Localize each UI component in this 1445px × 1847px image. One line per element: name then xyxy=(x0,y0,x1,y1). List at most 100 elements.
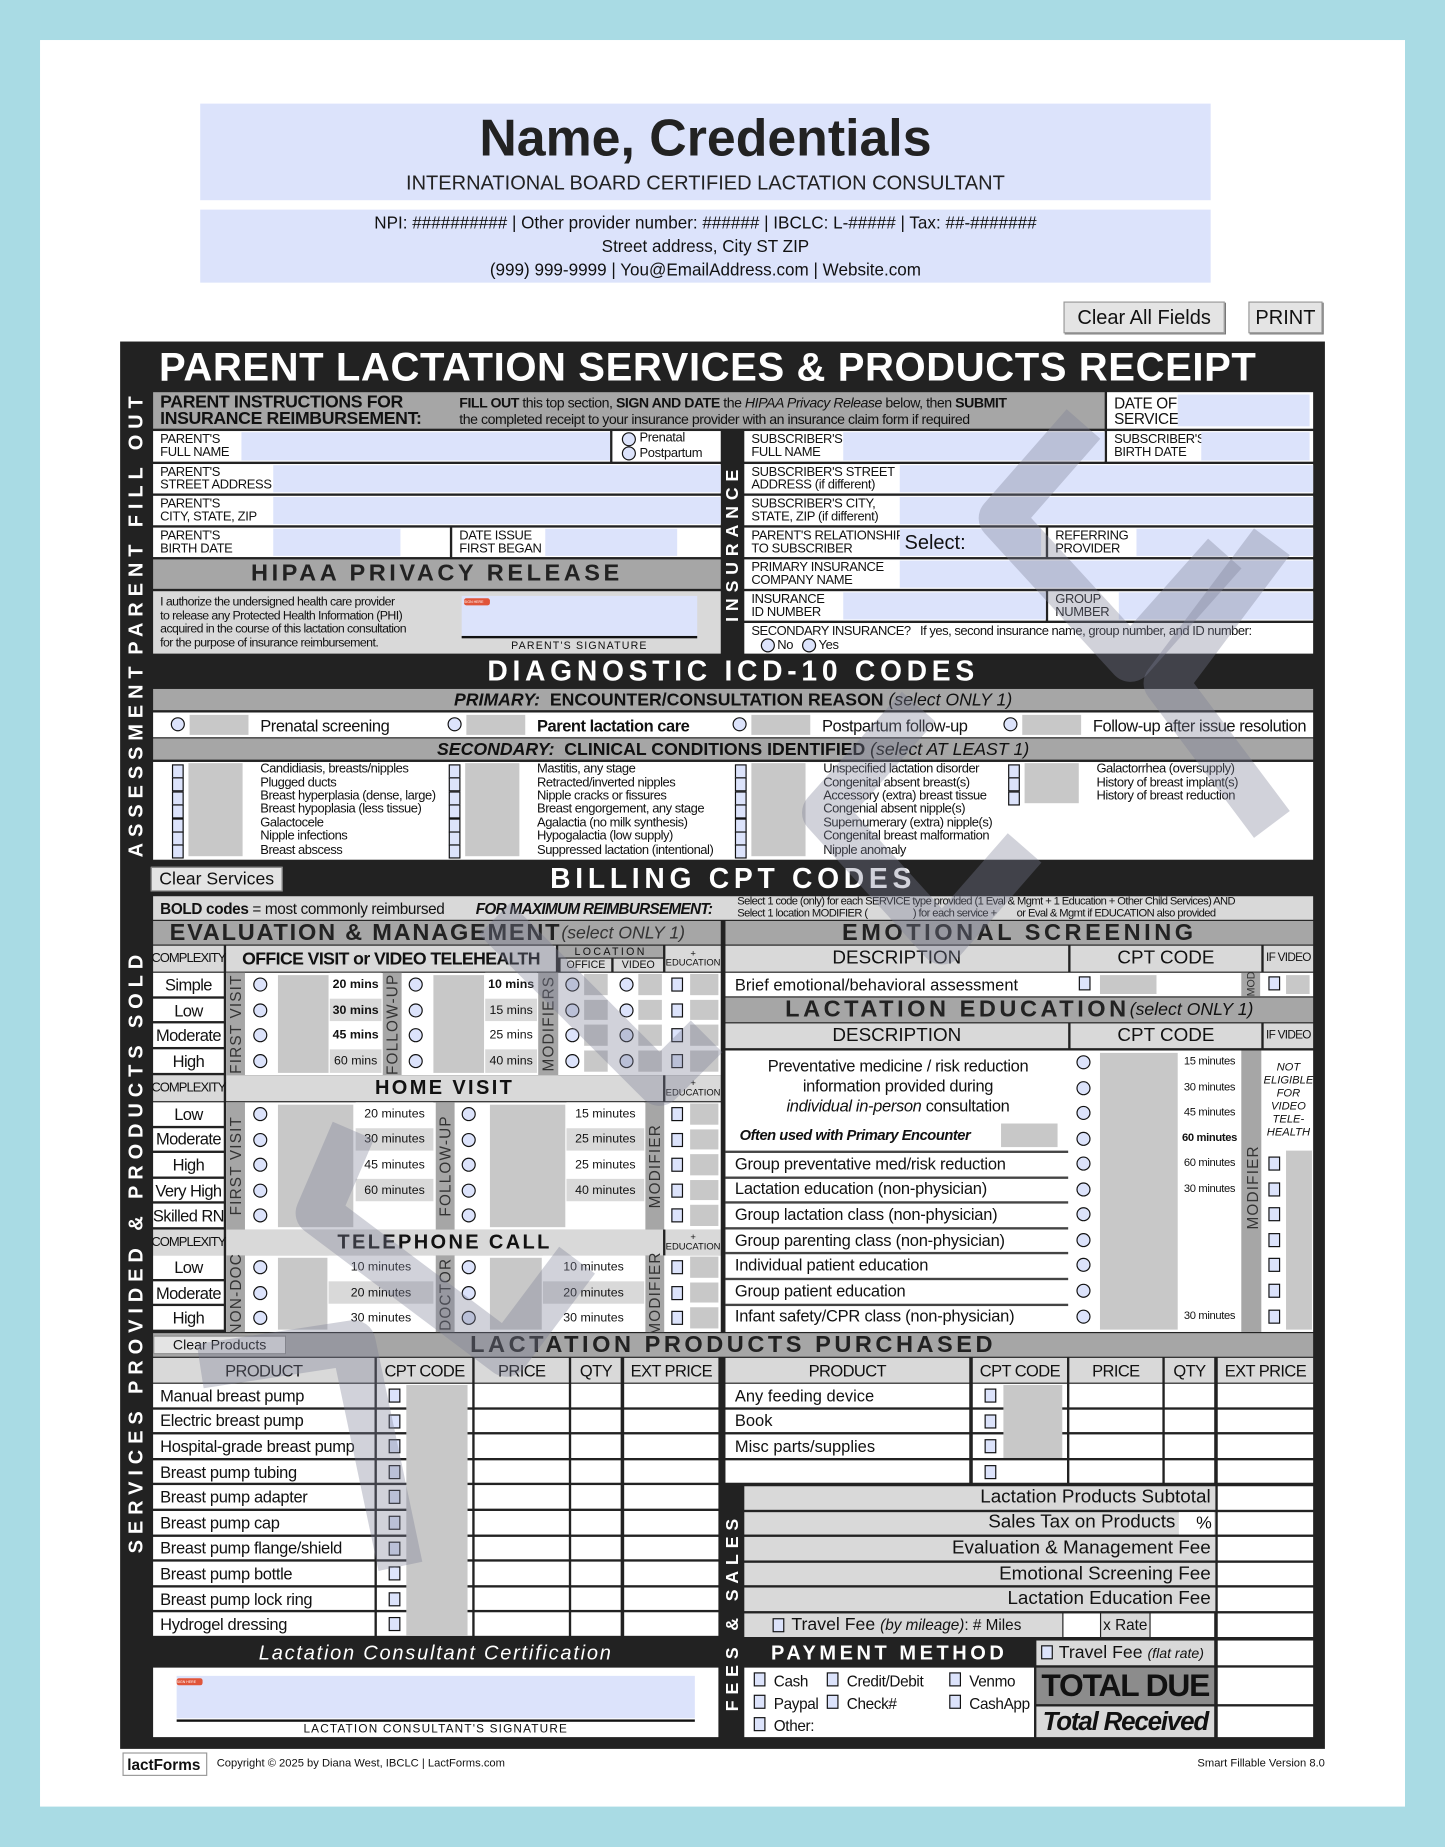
product-value-cell[interactable] xyxy=(1164,1434,1215,1458)
first-visit-radio[interactable] xyxy=(253,1003,268,1018)
condition-checkbox[interactable] xyxy=(734,777,747,792)
office-modifier-radio[interactable] xyxy=(565,1028,580,1043)
condition-checkbox[interactable] xyxy=(171,764,184,779)
follow-up-radio[interactable] xyxy=(408,1003,423,1018)
first-visit-radio[interactable] xyxy=(253,1208,268,1223)
follow-up-radio[interactable] xyxy=(461,1208,476,1223)
product-value-cell[interactable] xyxy=(624,1409,719,1433)
product-checkbox[interactable] xyxy=(388,1439,401,1454)
emotional-video-checkbox[interactable] xyxy=(1268,976,1281,991)
payment-checkbox[interactable] xyxy=(949,1672,962,1687)
condition-checkbox[interactable] xyxy=(171,804,184,819)
miles-field[interactable] xyxy=(1063,1613,1100,1637)
product-value-cell[interactable] xyxy=(624,1587,719,1611)
product-value-cell[interactable] xyxy=(474,1612,569,1636)
travel-flat-value[interactable] xyxy=(1217,1640,1314,1666)
group-number-field[interactable] xyxy=(1118,592,1314,620)
payment-checkbox[interactable] xyxy=(753,1694,766,1709)
product-checkbox[interactable] xyxy=(388,1566,401,1581)
condition-checkbox[interactable] xyxy=(171,818,184,833)
product-value-cell[interactable] xyxy=(624,1383,719,1407)
product-value-cell[interactable] xyxy=(571,1460,621,1484)
relationship-select[interactable] xyxy=(899,528,1042,556)
product-value-cell[interactable] xyxy=(474,1510,569,1535)
education-checkbox[interactable] xyxy=(671,1028,684,1043)
condition-checkbox[interactable] xyxy=(448,844,461,860)
condition-checkbox[interactable] xyxy=(448,818,461,833)
office-modifier-radio[interactable] xyxy=(565,1054,580,1069)
video-modifier-radio[interactable] xyxy=(619,1003,634,1018)
product-value-cell[interactable] xyxy=(571,1561,621,1585)
first-visit-radio[interactable] xyxy=(253,1260,268,1275)
product-value-cell[interactable] xyxy=(571,1434,621,1458)
education-video-checkbox[interactable] xyxy=(1268,1156,1281,1171)
product-value-cell[interactable] xyxy=(571,1383,621,1407)
product-checkbox[interactable] xyxy=(388,1413,401,1429)
subscriber-name-field[interactable] xyxy=(843,432,1105,461)
education-radio[interactable] xyxy=(1076,1309,1091,1324)
condition-checkbox[interactable] xyxy=(448,777,461,792)
condition-checkbox[interactable] xyxy=(1008,777,1020,792)
education-radio[interactable] xyxy=(1076,1232,1091,1247)
product-checkbox[interactable] xyxy=(388,1464,401,1479)
travel-fee-value[interactable] xyxy=(1217,1613,1314,1637)
clear-services-button[interactable]: Clear Services xyxy=(150,866,283,892)
condition-checkbox[interactable] xyxy=(734,818,747,833)
condition-checkbox[interactable] xyxy=(448,791,461,806)
condition-checkbox[interactable] xyxy=(734,831,747,846)
condition-checkbox[interactable] xyxy=(734,804,747,819)
product-value-cell[interactable] xyxy=(474,1587,569,1611)
parent-birth-date-field[interactable] xyxy=(273,528,401,556)
follow-up-radio[interactable] xyxy=(461,1260,476,1275)
first-visit-radio[interactable] xyxy=(253,1132,268,1147)
rate-field[interactable] xyxy=(1150,1613,1215,1637)
education-radio[interactable] xyxy=(1076,1181,1091,1197)
product-value-cell[interactable] xyxy=(474,1561,569,1585)
education-checkbox[interactable] xyxy=(671,1285,684,1300)
subscriber-street-field[interactable] xyxy=(899,465,1314,493)
product-value-cell[interactable] xyxy=(1069,1409,1163,1433)
sales-tax-percent-field[interactable]: % xyxy=(1178,1511,1215,1535)
education-radio[interactable] xyxy=(1076,1131,1091,1146)
emotional-checkbox[interactable] xyxy=(1078,976,1091,991)
education-video-checkbox[interactable] xyxy=(1268,1181,1281,1197)
follow-up-radio[interactable] xyxy=(408,1054,423,1069)
follow-up-radio[interactable] xyxy=(461,1183,476,1198)
product-value-cell[interactable] xyxy=(624,1536,719,1560)
follow-up-radio[interactable] xyxy=(461,1132,476,1147)
product-value-cell[interactable] xyxy=(1217,1460,1314,1484)
product-value-cell[interactable] xyxy=(624,1561,719,1585)
condition-checkbox[interactable] xyxy=(1008,764,1020,779)
date-issue-began-field[interactable] xyxy=(545,528,678,556)
clear-products-button[interactable]: Clear Products xyxy=(153,1335,287,1355)
secondary-yes-radio[interactable] xyxy=(802,638,817,653)
product-value-cell[interactable] xyxy=(1069,1434,1163,1458)
payment-checkbox[interactable] xyxy=(753,1672,766,1687)
follow-up-radio[interactable] xyxy=(461,1107,476,1122)
condition-checkbox[interactable] xyxy=(171,777,184,792)
education-checkbox[interactable] xyxy=(671,977,684,992)
product-value-cell[interactable] xyxy=(1217,1409,1314,1433)
education-checkbox[interactable] xyxy=(671,1107,684,1122)
insurance-id-field[interactable] xyxy=(843,592,1046,620)
education-radio[interactable] xyxy=(1076,1258,1091,1273)
follow-up-radio[interactable] xyxy=(461,1285,476,1300)
parent-city-field[interactable] xyxy=(273,496,721,525)
follow-up-radio[interactable] xyxy=(408,977,423,992)
office-modifier-radio[interactable] xyxy=(565,977,580,992)
consultant-signature-field[interactable] xyxy=(176,1675,695,1719)
product-value-cell[interactable] xyxy=(1069,1383,1163,1407)
first-visit-radio[interactable] xyxy=(253,1028,268,1043)
education-radio[interactable] xyxy=(1076,1055,1091,1070)
first-visit-radio[interactable] xyxy=(253,977,268,992)
product-value-cell[interactable] xyxy=(624,1434,719,1458)
condition-checkbox[interactable] xyxy=(1008,791,1020,806)
first-visit-radio[interactable] xyxy=(253,1107,268,1122)
first-visit-radio[interactable] xyxy=(253,1311,268,1326)
product-value-cell[interactable] xyxy=(571,1536,621,1560)
product-value-cell[interactable] xyxy=(474,1485,569,1509)
education-radio[interactable] xyxy=(1076,1106,1091,1121)
condition-checkbox[interactable] xyxy=(171,831,184,846)
education-video-checkbox[interactable] xyxy=(1268,1207,1281,1222)
product-checkbox[interactable] xyxy=(388,1388,401,1403)
